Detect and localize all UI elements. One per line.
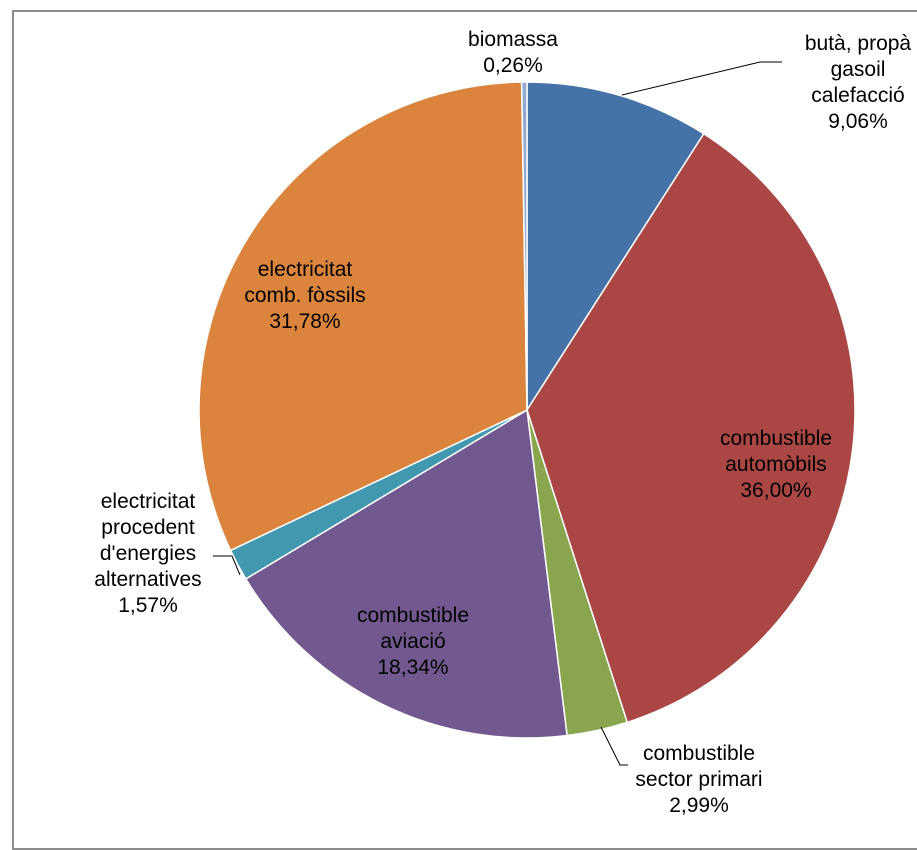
- leader-line: [600, 726, 628, 766]
- slice-label-line: 36,00%: [740, 479, 811, 502]
- slice-label-line: biomassa: [468, 28, 558, 51]
- slice-label-line: 0,26%: [483, 54, 543, 77]
- pie-slice: [244, 408, 568, 739]
- leader-line: [213, 555, 241, 576]
- pie-slice: [526, 81, 705, 413]
- slice-label-line: 1,57%: [118, 594, 178, 617]
- slice-label: combustible aviació 18,34%: [357, 604, 469, 679]
- slice-label-line: gasoil: [831, 58, 886, 81]
- slice-label: electricitat comb. fòssils 31,78%: [244, 258, 365, 333]
- slice-label-line: electricitat: [258, 258, 353, 281]
- slice-label-line: alternatives: [94, 568, 201, 591]
- slice-label-line: combustible: [357, 604, 469, 627]
- pie-slice: [198, 81, 528, 552]
- slice-label-line: 2,99%: [669, 794, 729, 817]
- slice-label-line: d'energies: [100, 542, 196, 565]
- slice-label-line: combustible: [720, 427, 832, 450]
- slice-label: butà, propà gasoil calefacció 9,06%: [805, 32, 912, 133]
- slice-label-line: sector primari: [635, 768, 762, 791]
- slice-label-line: 31,78%: [269, 310, 340, 333]
- slice-label-line: combustible: [643, 742, 755, 765]
- slice-label-line: aviació: [380, 630, 445, 653]
- leader-line: [621, 61, 782, 96]
- slice-label-line: procedent: [101, 516, 195, 539]
- slice-label-line: automòbils: [725, 453, 827, 476]
- slice-label-line: electricitat: [101, 490, 196, 513]
- pie-slice: [526, 132, 856, 724]
- slice-label-line: butà, propà: [805, 32, 912, 55]
- slice-label-line: 18,34%: [377, 656, 448, 679]
- slice-label-line: 9,06%: [828, 110, 888, 133]
- slice-label-line: comb. fòssils: [244, 284, 365, 307]
- slice-label: electricitat procedent d'energies alternati…: [94, 490, 201, 617]
- slice-label: combustible automòbils 36,00%: [720, 427, 832, 502]
- pie-slice: [520, 81, 528, 411]
- slice-label-line: calefacció: [811, 84, 904, 107]
- slice-label: combustible sector primari 2,99%: [635, 742, 762, 817]
- slice-label: biomassa 0,26%: [468, 28, 558, 77]
